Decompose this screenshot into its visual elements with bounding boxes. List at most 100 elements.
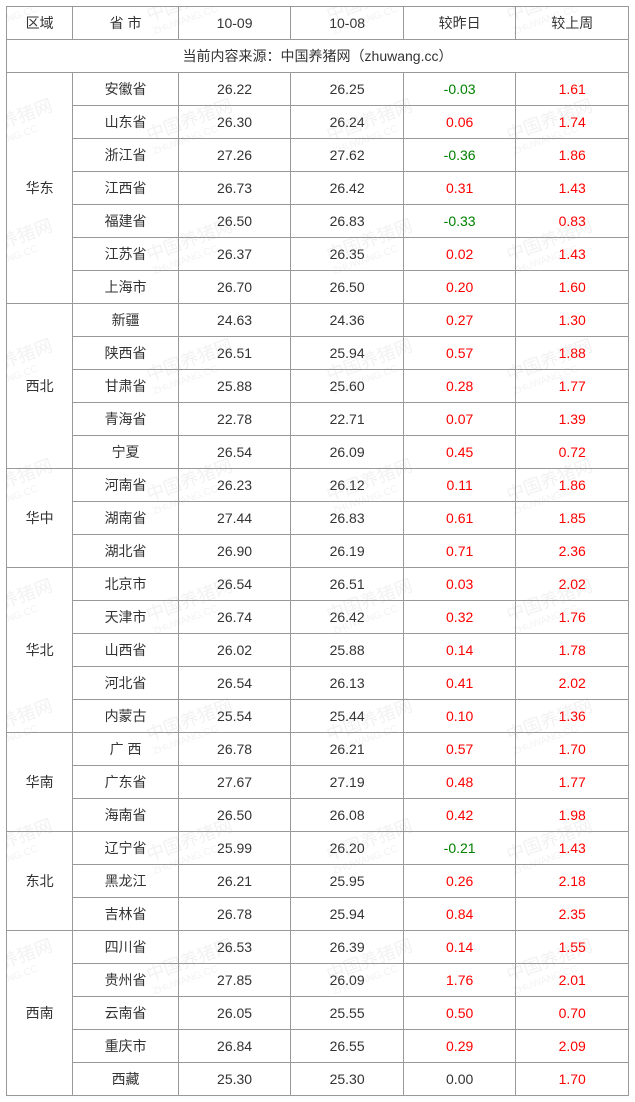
table-row: 山东省26.3026.240.061.74 bbox=[7, 106, 629, 139]
value-col2: 25.95 bbox=[291, 865, 404, 898]
table-row: 重庆市26.8426.550.292.09 bbox=[7, 1030, 629, 1063]
value-col1: 26.54 bbox=[178, 568, 291, 601]
value-col2: 26.35 bbox=[291, 238, 404, 271]
value-vs-lastweek: 1.55 bbox=[516, 931, 629, 964]
province-cell: 福建省 bbox=[73, 205, 179, 238]
value-col1: 26.50 bbox=[178, 205, 291, 238]
value-col2: 27.19 bbox=[291, 766, 404, 799]
province-cell: 贵州省 bbox=[73, 964, 179, 997]
value-col1: 26.23 bbox=[178, 469, 291, 502]
table-row: 甘肃省25.8825.600.281.77 bbox=[7, 370, 629, 403]
table-row: 青海省22.7822.710.071.39 bbox=[7, 403, 629, 436]
value-vs-yesterday: 0.28 bbox=[403, 370, 516, 403]
table-row: 上海市26.7026.500.201.60 bbox=[7, 271, 629, 304]
value-vs-yesterday: 0.48 bbox=[403, 766, 516, 799]
value-vs-yesterday: 0.50 bbox=[403, 997, 516, 1030]
value-vs-yesterday: 0.61 bbox=[403, 502, 516, 535]
value-col2: 25.94 bbox=[291, 898, 404, 931]
province-cell: 青海省 bbox=[73, 403, 179, 436]
table-row: 东北辽宁省25.9926.20-0.211.43 bbox=[7, 832, 629, 865]
value-vs-lastweek: 2.01 bbox=[516, 964, 629, 997]
value-col1: 26.54 bbox=[178, 667, 291, 700]
value-col1: 25.30 bbox=[178, 1063, 291, 1096]
table-row: 宁夏26.5426.090.450.72 bbox=[7, 436, 629, 469]
value-vs-lastweek: 0.83 bbox=[516, 205, 629, 238]
value-col2: 26.39 bbox=[291, 931, 404, 964]
value-col2: 26.50 bbox=[291, 271, 404, 304]
value-vs-lastweek: 1.85 bbox=[516, 502, 629, 535]
value-col2: 26.24 bbox=[291, 106, 404, 139]
value-vs-lastweek: 1.70 bbox=[516, 1063, 629, 1096]
province-cell: 云南省 bbox=[73, 997, 179, 1030]
value-col2: 26.25 bbox=[291, 73, 404, 106]
value-col2: 26.08 bbox=[291, 799, 404, 832]
province-cell: 浙江省 bbox=[73, 139, 179, 172]
value-col2: 24.36 bbox=[291, 304, 404, 337]
value-vs-yesterday: 0.57 bbox=[403, 733, 516, 766]
table-row: 西南四川省26.5326.390.141.55 bbox=[7, 931, 629, 964]
table-row: 江西省26.7326.420.311.43 bbox=[7, 172, 629, 205]
value-col2: 26.19 bbox=[291, 535, 404, 568]
province-cell: 辽宁省 bbox=[73, 832, 179, 865]
value-col2: 26.83 bbox=[291, 502, 404, 535]
value-vs-yesterday: -0.36 bbox=[403, 139, 516, 172]
province-cell: 广 西 bbox=[73, 733, 179, 766]
region-cell: 西南 bbox=[7, 931, 73, 1096]
price-table: 区域 省 市 10-09 10-08 较昨日 较上周 当前内容来源：中国养猪网（… bbox=[6, 6, 629, 1096]
value-vs-yesterday: 0.71 bbox=[403, 535, 516, 568]
value-vs-yesterday: 0.07 bbox=[403, 403, 516, 436]
table-row: 广东省27.6727.190.481.77 bbox=[7, 766, 629, 799]
value-col1: 25.99 bbox=[178, 832, 291, 865]
province-cell: 江西省 bbox=[73, 172, 179, 205]
region-cell: 东北 bbox=[7, 832, 73, 931]
value-col1: 25.88 bbox=[178, 370, 291, 403]
province-cell: 上海市 bbox=[73, 271, 179, 304]
province-cell: 江苏省 bbox=[73, 238, 179, 271]
region-cell: 华东 bbox=[7, 73, 73, 304]
value-col1: 22.78 bbox=[178, 403, 291, 436]
value-col1: 26.02 bbox=[178, 634, 291, 667]
value-col1: 26.53 bbox=[178, 931, 291, 964]
value-col2: 25.60 bbox=[291, 370, 404, 403]
value-col1: 26.70 bbox=[178, 271, 291, 304]
value-col2: 22.71 bbox=[291, 403, 404, 436]
province-cell: 湖北省 bbox=[73, 535, 179, 568]
value-col1: 26.50 bbox=[178, 799, 291, 832]
table-container: 中国养猪网ZHUWANG.CC中国养猪网ZHUWANG.CC中国养猪网ZHUWA… bbox=[6, 6, 629, 1096]
value-vs-lastweek: 2.35 bbox=[516, 898, 629, 931]
value-vs-yesterday: 0.14 bbox=[403, 634, 516, 667]
province-cell: 四川省 bbox=[73, 931, 179, 964]
value-vs-yesterday: 0.42 bbox=[403, 799, 516, 832]
value-col2: 26.51 bbox=[291, 568, 404, 601]
value-col1: 26.74 bbox=[178, 601, 291, 634]
value-col1: 26.54 bbox=[178, 436, 291, 469]
table-row: 黑龙江26.2125.950.262.18 bbox=[7, 865, 629, 898]
value-col2: 26.13 bbox=[291, 667, 404, 700]
value-col1: 26.51 bbox=[178, 337, 291, 370]
source-text: 当前内容来源：中国养猪网（zhuwang.cc） bbox=[7, 40, 629, 73]
region-cell: 华北 bbox=[7, 568, 73, 733]
value-vs-yesterday: 0.02 bbox=[403, 238, 516, 271]
value-vs-yesterday: 0.41 bbox=[403, 667, 516, 700]
value-col1: 27.85 bbox=[178, 964, 291, 997]
value-vs-lastweek: 1.77 bbox=[516, 766, 629, 799]
value-col1: 27.67 bbox=[178, 766, 291, 799]
value-col2: 26.42 bbox=[291, 172, 404, 205]
value-col1: 26.84 bbox=[178, 1030, 291, 1063]
header-row: 区域 省 市 10-09 10-08 较昨日 较上周 bbox=[7, 7, 629, 40]
value-vs-yesterday: -0.33 bbox=[403, 205, 516, 238]
table-row: 江苏省26.3726.350.021.43 bbox=[7, 238, 629, 271]
value-col2: 26.42 bbox=[291, 601, 404, 634]
value-vs-yesterday: 0.31 bbox=[403, 172, 516, 205]
province-cell: 河北省 bbox=[73, 667, 179, 700]
value-vs-yesterday: -0.21 bbox=[403, 832, 516, 865]
table-row: 云南省26.0525.550.500.70 bbox=[7, 997, 629, 1030]
value-vs-yesterday: 0.27 bbox=[403, 304, 516, 337]
value-col1: 27.26 bbox=[178, 139, 291, 172]
source-row: 当前内容来源：中国养猪网（zhuwang.cc） bbox=[7, 40, 629, 73]
province-cell: 宁夏 bbox=[73, 436, 179, 469]
value-col2: 26.12 bbox=[291, 469, 404, 502]
value-vs-yesterday: 0.06 bbox=[403, 106, 516, 139]
table-row: 山西省26.0225.880.141.78 bbox=[7, 634, 629, 667]
table-row: 内蒙古25.5425.440.101.36 bbox=[7, 700, 629, 733]
